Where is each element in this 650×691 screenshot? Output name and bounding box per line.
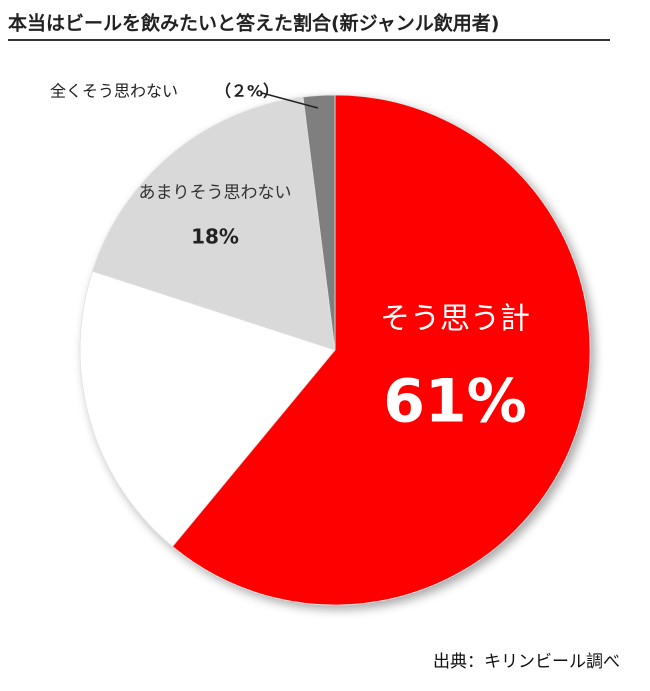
- leader-line: [261, 92, 319, 109]
- slice-label: 全くそう思わない: [50, 82, 178, 101]
- slice-label: そう思う計: [380, 302, 530, 337]
- value-label: 18%: [191, 225, 239, 249]
- pie-slice: [171, 94, 591, 606]
- pie: [79, 94, 591, 606]
- source-note: 出典：キリンビール調べ: [433, 652, 620, 672]
- pie-slice: [79, 270, 336, 548]
- chart-title: 本当はビールを飲みたいと答えた割合(新ジャンル飲用者): [8, 12, 499, 35]
- pie-slice: [91, 96, 336, 351]
- pie-slice: [302, 94, 336, 351]
- value-label: 61%: [383, 367, 527, 437]
- value-label: （２%）: [215, 82, 279, 101]
- slice-label: あまりそう思わない: [139, 183, 292, 203]
